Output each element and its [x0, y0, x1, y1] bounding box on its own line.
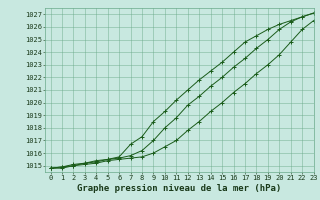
- X-axis label: Graphe pression niveau de la mer (hPa): Graphe pression niveau de la mer (hPa): [77, 184, 281, 193]
